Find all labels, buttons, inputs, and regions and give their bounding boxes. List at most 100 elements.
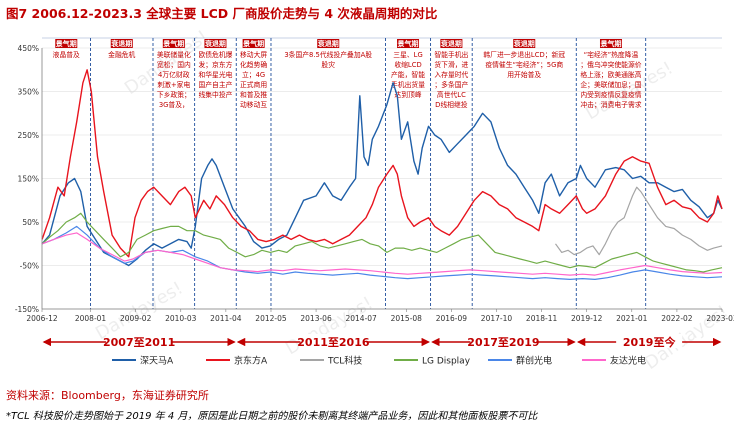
phase-note: 收缩LCD bbox=[394, 60, 421, 69]
phase-header: 景气期 bbox=[55, 39, 77, 48]
phase-note: 立；4G bbox=[242, 70, 265, 79]
phase-note: 化趋势确 bbox=[240, 60, 267, 69]
phase-header: 景气期 bbox=[397, 39, 419, 48]
series-line bbox=[41, 69, 723, 258]
phase-note: 内受到疫情反复疫情 bbox=[580, 90, 641, 99]
phase-note: 宽松；国内 bbox=[157, 60, 191, 69]
phase-note: “宅经济”热度降温 bbox=[584, 50, 639, 59]
phase-header-badge bbox=[440, 39, 463, 48]
x-tick-label: 2014-07 bbox=[345, 314, 377, 323]
series-lines bbox=[41, 69, 723, 280]
phase-note: 手机出货量 bbox=[391, 80, 425, 89]
y-tick-label: -150% bbox=[15, 305, 39, 314]
cycle-label-bg bbox=[616, 334, 683, 348]
y-tick-label: 350% bbox=[18, 88, 39, 97]
phase-note: 股灾 bbox=[321, 60, 335, 69]
phase-note: 金融危机 bbox=[108, 50, 135, 59]
phase-note: 疫情催生“宅经济”；5G商 bbox=[485, 60, 563, 69]
phase-header: 景气期 bbox=[599, 39, 621, 48]
phase-header-badge bbox=[162, 39, 185, 48]
cycle-label: 2019至今 bbox=[623, 335, 677, 349]
phase-header: 衰退期 bbox=[204, 39, 226, 48]
y-tick-label: -50% bbox=[20, 262, 39, 271]
series-line bbox=[41, 232, 723, 276]
phase-note: 欧债危机爆 bbox=[198, 50, 232, 59]
cycle-label: 2011至2016 bbox=[297, 336, 370, 349]
phase-header-badge bbox=[242, 39, 265, 48]
phase-note: 企；美联储加息；国 bbox=[580, 80, 641, 89]
phase-header-badge bbox=[599, 39, 622, 48]
chart-axes: -150% -50% 50% 150% 250% 350% 450% 2006-12 2008-… bbox=[15, 44, 734, 323]
phase-header: 衰退期 bbox=[110, 39, 132, 48]
series-line bbox=[41, 212, 723, 273]
phase-header-badge bbox=[397, 39, 420, 48]
y-tick-label: 50% bbox=[22, 218, 39, 227]
phase-note: D线相继投 bbox=[435, 100, 468, 109]
y-tick-label: 250% bbox=[18, 131, 39, 140]
phase-header-badge bbox=[55, 39, 78, 48]
legend-label: 京东方A bbox=[234, 355, 268, 367]
figure-title: 图7 2006.12-2023.3 全球主要 LCD 厂商股价走势与 4 次液晶… bbox=[6, 6, 438, 21]
x-tick-label: 2023-03 bbox=[706, 314, 734, 323]
watermark-text: Dandayes! bbox=[282, 293, 377, 360]
x-tick-label: 2016-09 bbox=[436, 314, 468, 323]
x-tick-label: 2012-05 bbox=[255, 314, 287, 323]
phase-note: 3G普及， bbox=[159, 100, 189, 109]
stock-comparison-chart: Dandayes!Dandayes!Dandayes!Dandayes!Dand… bbox=[15, 26, 734, 374]
legend-label: TCL科技 bbox=[327, 355, 362, 367]
phase-header: 衰退期 bbox=[513, 39, 535, 48]
y-tick-label: 450% bbox=[18, 44, 39, 53]
phase-note: 线集中投产 bbox=[198, 90, 232, 99]
x-tick-label: 2017-10 bbox=[481, 314, 513, 323]
x-tick-label: 2022-02 bbox=[661, 314, 693, 323]
phase-header-badge bbox=[110, 39, 133, 48]
phase-header-badge bbox=[317, 39, 340, 48]
phase-note: 刺激+家电 bbox=[157, 80, 190, 89]
phase-note: 冲击；消费电子需求 bbox=[580, 100, 641, 109]
phase-note: 入存量时代 bbox=[434, 70, 468, 79]
series-line bbox=[555, 186, 723, 256]
phase-note: 产能，智能 bbox=[391, 70, 425, 79]
x-tick-label: 2009-02 bbox=[120, 314, 152, 323]
phase-header: 景气期 bbox=[242, 39, 264, 48]
phase-note: 达到顶峰 bbox=[394, 90, 421, 99]
phase-note: 和华星光电 bbox=[198, 70, 232, 79]
phase-note: 货下滑，进 bbox=[434, 60, 468, 69]
phase-note: 三星、LG bbox=[393, 51, 422, 59]
phase-note: ；多条国产 bbox=[434, 80, 468, 89]
legend-label: LG Display bbox=[422, 357, 471, 367]
phase-note: 国产自主产 bbox=[198, 80, 232, 89]
phase-header: 衰退期 bbox=[317, 39, 339, 48]
phase-note: 智能手机出 bbox=[434, 50, 468, 59]
legend-label: 友达光电 bbox=[610, 355, 646, 367]
x-tick-label: 2013-06 bbox=[300, 314, 332, 323]
phase-note: 格上涨；欧美通胀高 bbox=[580, 70, 641, 79]
phase-note: 4万亿财政 bbox=[158, 70, 190, 79]
cycle-label-bg bbox=[470, 334, 537, 348]
legend-label: 深天马A bbox=[140, 356, 174, 367]
x-tick-label: 2021-01 bbox=[616, 314, 648, 323]
phase-note: 高世代LC bbox=[437, 90, 466, 99]
cycle-label: 2017至2019 bbox=[467, 336, 539, 349]
phase-header-badge bbox=[513, 39, 536, 48]
phase-note: 正式商用 bbox=[240, 80, 267, 89]
phase-note: ；俄乌冲突使能源价 bbox=[580, 60, 641, 69]
phase-note: 韩厂进一步退出LCD；新冠 bbox=[483, 50, 565, 59]
phase-header-badge bbox=[204, 39, 227, 48]
x-tick-label: 2008-01 bbox=[75, 314, 107, 323]
footnote: *TCL 科技股价走势图始于 2019 年 4 月，原因是此日期之前的股价未剔离… bbox=[6, 411, 538, 422]
phase-note: 和普及推 bbox=[240, 90, 267, 99]
y-tick-label: 150% bbox=[18, 175, 39, 184]
source-note: 资料来源：Bloomberg，东海证券研究所 bbox=[6, 389, 209, 402]
phase-note: 美联储量化 bbox=[157, 50, 191, 59]
phase-note: 液晶普及 bbox=[53, 50, 80, 59]
phase-note: 动移动互 bbox=[240, 100, 267, 109]
cycle-arrows: 2007至2011 2011至2016 2017至2019 2019至今 bbox=[42, 334, 722, 349]
cycle-label-bg bbox=[300, 334, 367, 348]
cycle-label: 2007至2011 bbox=[103, 336, 175, 349]
x-tick-label: 2018-11 bbox=[526, 314, 558, 323]
x-tick-label: 2010-03 bbox=[165, 314, 197, 323]
phase-header: 衰退期 bbox=[440, 39, 462, 48]
phase-note: 移动大屏 bbox=[240, 50, 267, 59]
